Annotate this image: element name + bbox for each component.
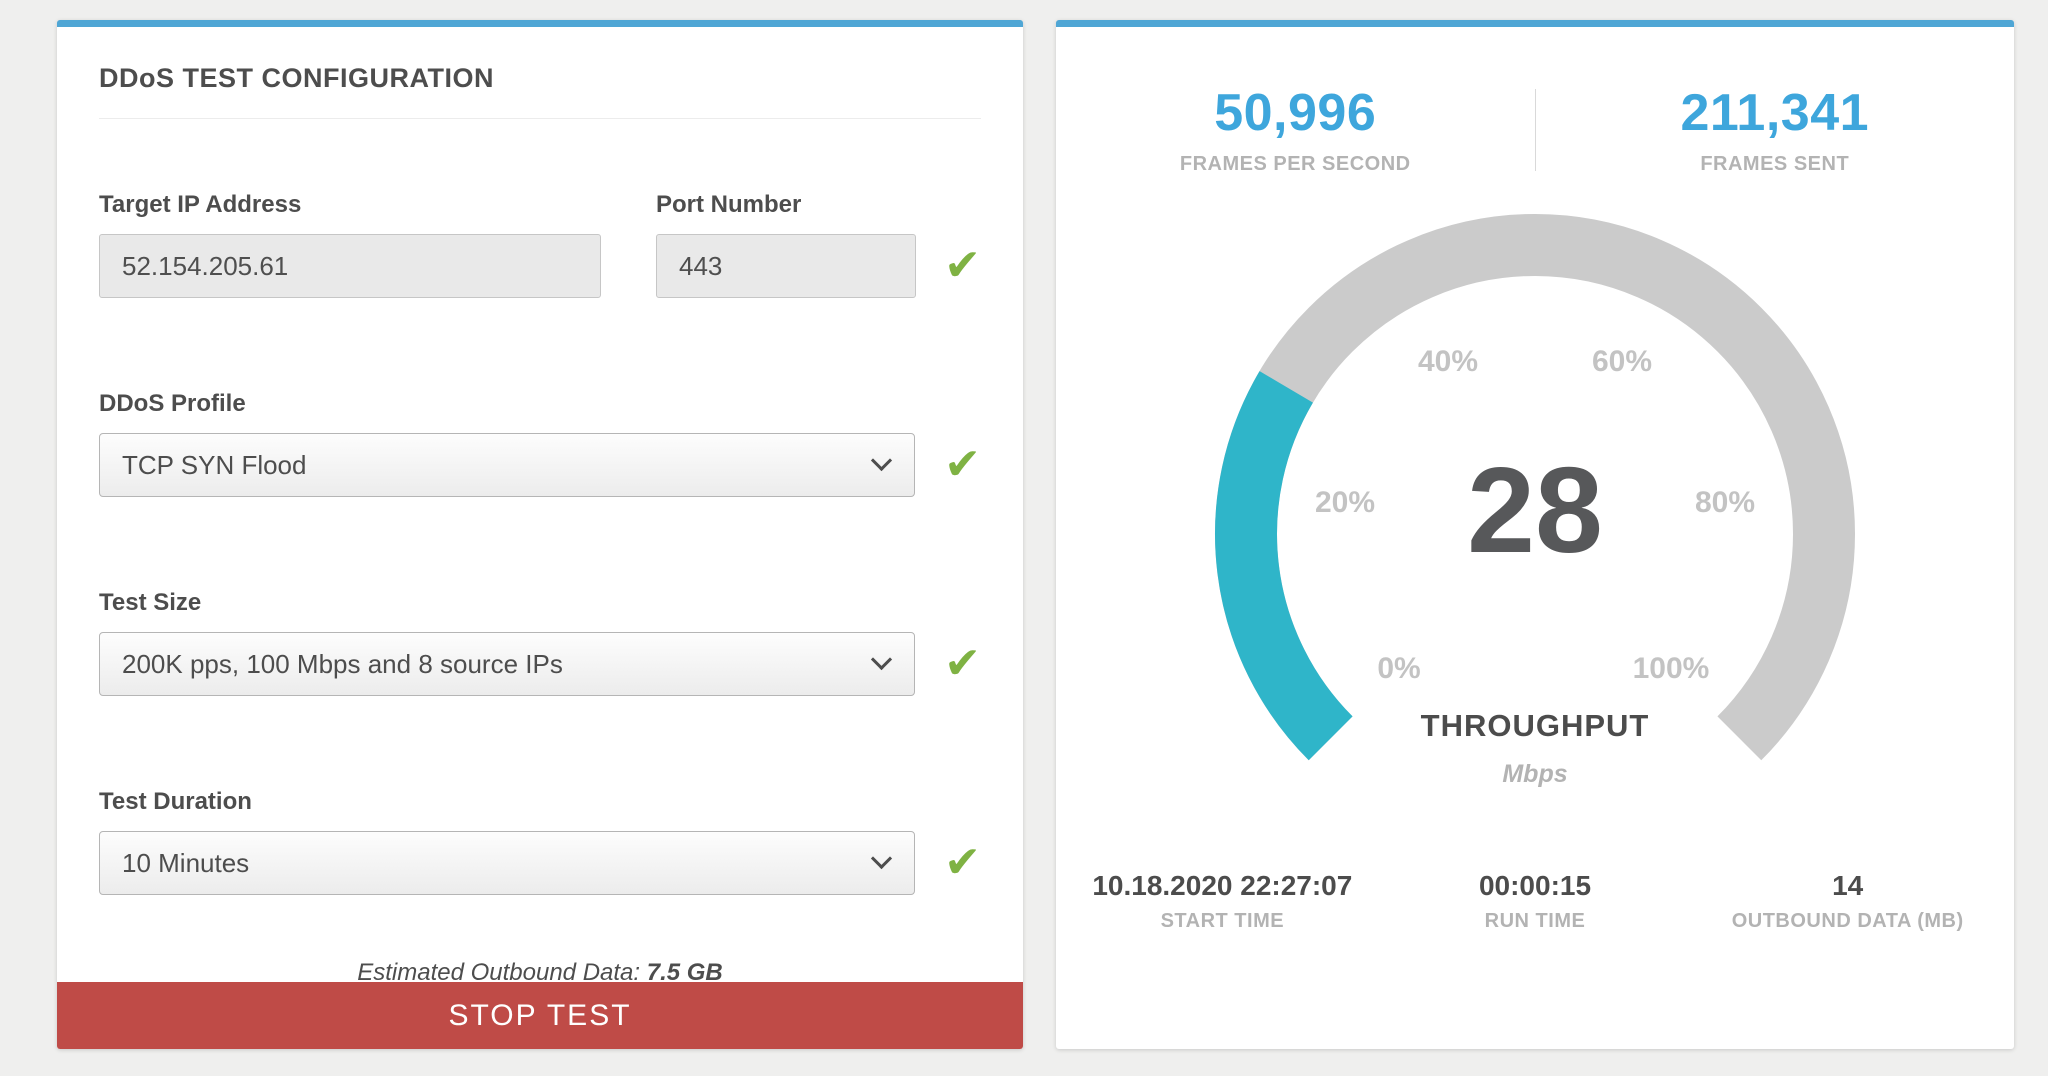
stop-test-button[interactable]: STOP TEST [57,982,1023,1049]
target-ip-label: Target IP Address [99,191,302,218]
test-size-section: Test Size 200K pps, 100 Mbps and 8 sourc… [99,589,981,696]
estimated-outbound-data: Estimated Outbound Data: 7.5 GB [99,959,981,987]
config-panel: DDoS TEST CONFIGURATION Target IP Addres… [57,20,1023,1049]
estimated-outbound-value: 7.5 GB [646,959,723,986]
test-duration-select[interactable]: 10 Minutes [99,831,915,895]
duration-valid-check-icon: ✔ [944,837,981,888]
test-size-valid-check-icon: ✔ [944,638,981,689]
page-title: DDoS TEST CONFIGURATION [99,63,494,93]
start-time-stat: 10.18.2020 22:27:07 START TIME [1066,870,1379,933]
gauge-tick-label: 0% [1377,652,1420,685]
stats-divider [1534,88,1536,171]
gauge-tick-label: 20% [1315,486,1375,519]
ddos-profile-label: DDoS Profile [99,390,246,417]
outbound-data-label: OUTBOUND DATA (MB) [1731,910,1964,932]
frames-per-second-stat: 50,996 FRAMES PER SECOND [1056,83,1535,176]
throughput-unit: Mbps [1502,760,1567,788]
gauge-tick-label: 40% [1418,345,1478,378]
port-number-label: Port Number [656,191,802,218]
throughput-title: THROUGHPUT [1421,708,1650,743]
run-time-label: RUN TIME [1484,910,1586,932]
ddos-profile-select[interactable]: TCP SYN Flood [99,433,915,497]
top-stats-row: 50,996 FRAMES PER SECOND 211,341 FRAMES … [1056,27,2014,176]
test-duration-section: Test Duration 10 Minutes ✔ [99,788,981,895]
frames-sent-stat: 211,341 FRAMES SENT [1536,83,2015,176]
throughput-value: 28 [1467,442,1603,578]
estimated-outbound-label: Estimated Outbound Data: [357,959,641,986]
bottom-stats-row: 10.18.2020 22:27:07 START TIME 00:00:15 … [1056,870,2014,933]
profile-valid-check-icon: ✔ [944,439,981,490]
gauge-tick-label: 100% [1633,652,1710,685]
config-panel-header: DDoS TEST CONFIGURATION [99,27,981,119]
test-size-label: Test Size [99,589,202,616]
test-size-select[interactable]: 200K pps, 100 Mbps and 8 source IPs [99,632,915,696]
frames-sent-label: FRAMES SENT [1700,153,1850,175]
target-ip-input[interactable] [99,234,601,298]
gauge-tick-label: 80% [1695,486,1755,519]
frames-sent-value: 211,341 [1680,84,1870,142]
stats-panel: 50,996 FRAMES PER SECOND 211,341 FRAMES … [1056,20,2014,1049]
outbound-data-value: 14 [1832,870,1864,901]
gauge-tick-label: 60% [1592,345,1652,378]
port-number-input[interactable] [656,234,916,298]
run-time-value: 00:00:15 [1478,870,1592,901]
frames-per-second-value: 50,996 [1214,84,1377,142]
gauge-svg: 0% 20% 40% 60% 80% 100% 28 THROUGHPUT Mb… [1215,214,1855,788]
throughput-gauge: 0% 20% 40% 60% 80% 100% 28 THROUGHPUT Mb… [1205,204,1865,864]
run-time-stat: 00:00:15 RUN TIME [1379,870,1692,933]
gauge-value-arc [1215,371,1353,761]
port-valid-check-icon: ✔ [944,240,981,291]
test-duration-label: Test Duration [99,788,252,815]
outbound-data-stat: 14 OUTBOUND DATA (MB) [1691,870,2004,933]
start-time-value: 10.18.2020 22:27:07 [1092,870,1353,901]
frames-per-second-label: FRAMES PER SECOND [1179,153,1411,175]
start-time-label: START TIME [1160,910,1285,932]
ddos-profile-section: DDoS Profile TCP SYN Flood ✔ [99,390,981,497]
ip-port-row: Target IP Address Port Number ✔ [99,191,981,298]
